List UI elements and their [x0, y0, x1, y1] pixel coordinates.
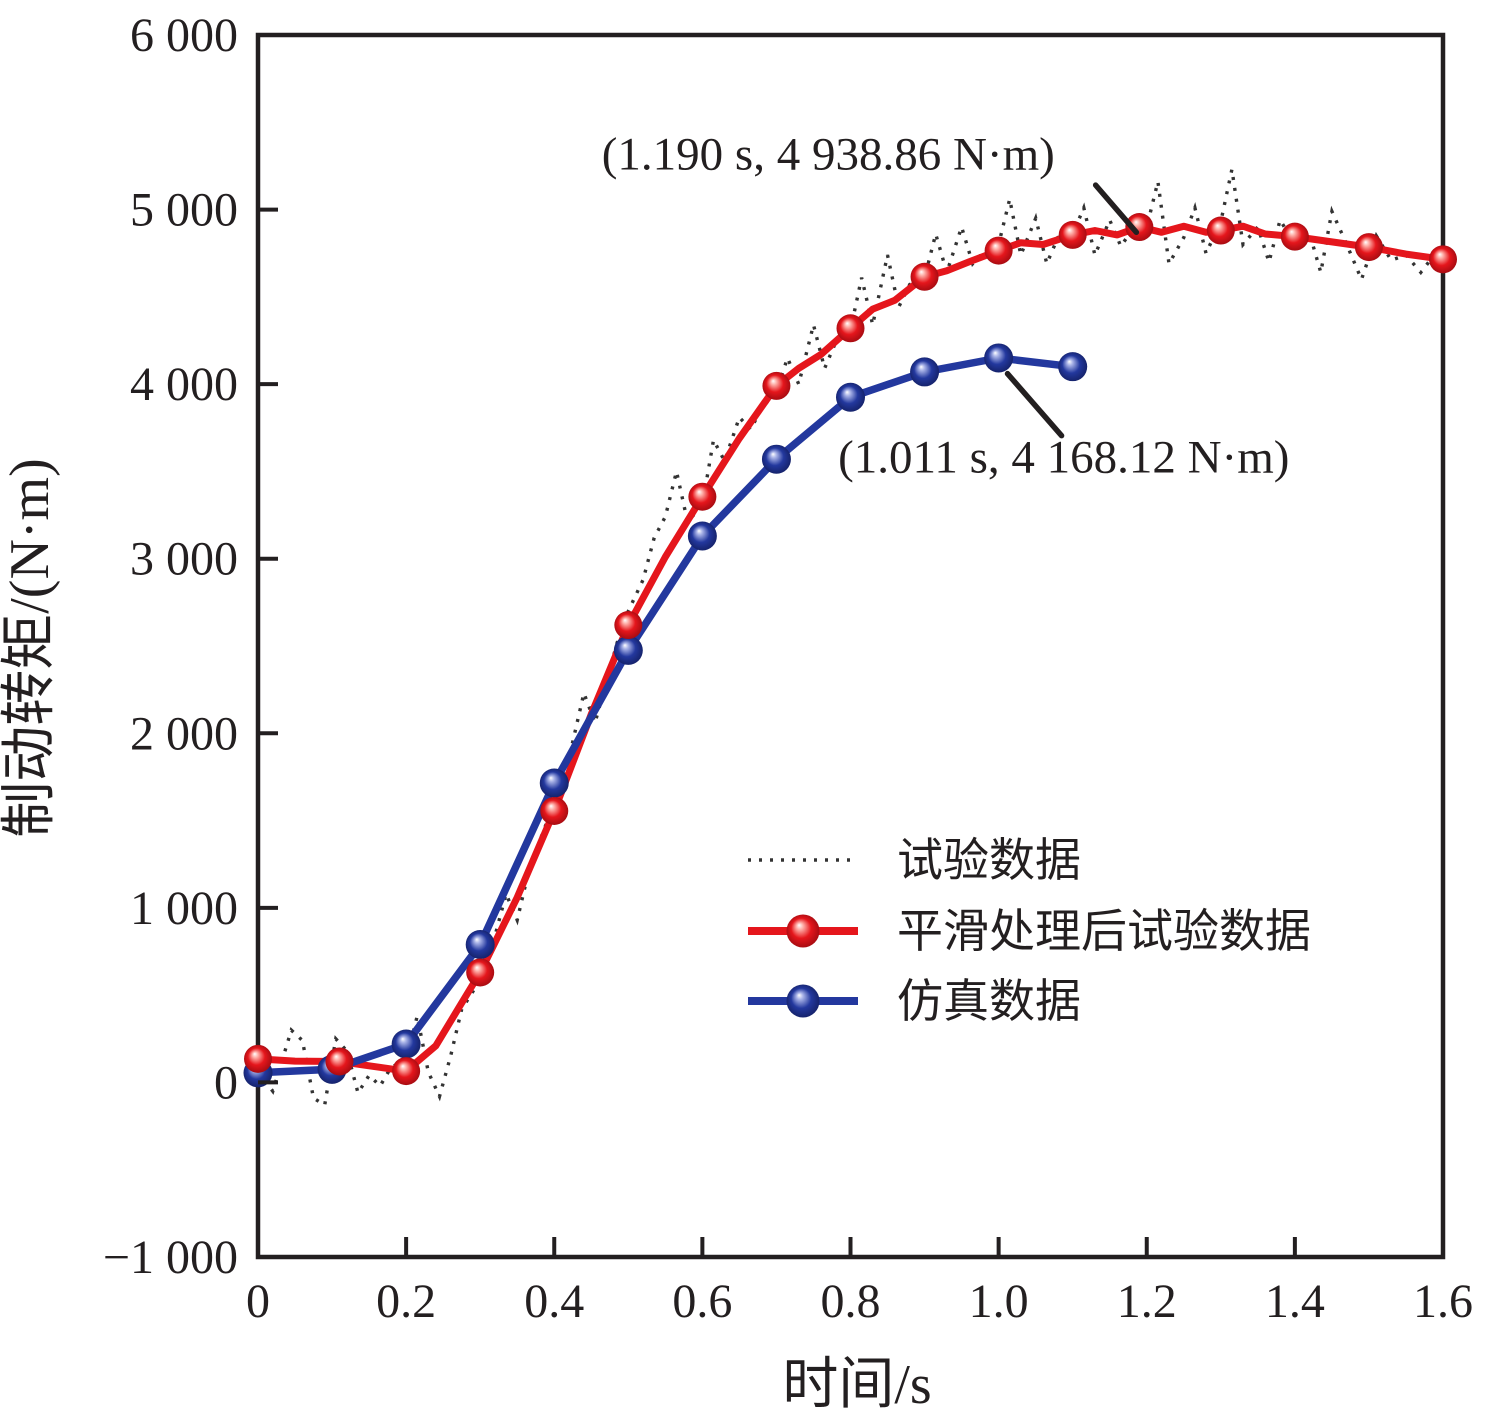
simulation-data-point [984, 343, 1014, 373]
smoothed-data-point [984, 236, 1013, 265]
simulation-data-point [761, 444, 791, 474]
smoothed-data-point [836, 314, 865, 343]
x-tick-label: 0.2 [376, 1275, 436, 1328]
y-tick-label: 3 000 [130, 533, 238, 586]
simulation-data-point [391, 1029, 421, 1059]
x-tick-label: 0.4 [524, 1275, 584, 1328]
series-layer [243, 169, 1457, 1108]
smoothed-data-point [244, 1044, 272, 1073]
legend-marker-swatch [786, 914, 820, 948]
legend-item-smoothed: 平滑处理后试验数据 [748, 906, 1311, 957]
y-tick-label: 4 000 [130, 358, 238, 411]
annotation-simulation-peak: (1.011 s, 4 168.12 N·m) [838, 370, 1289, 484]
x-tick-label: 0 [246, 1275, 270, 1328]
x-tick-label: 0.6 [672, 1275, 732, 1328]
y-tick-label: 6 000 [130, 9, 238, 62]
smoothed-data-point [392, 1057, 421, 1086]
annotation-smoothed-peak: (1.190 s, 4 938.86 N·m) [602, 129, 1140, 236]
simulation-data-point [910, 357, 940, 387]
x-tick-label: 1.4 [1265, 1275, 1325, 1328]
smoothed-data-point [1206, 216, 1235, 245]
smoothed-data-point [1058, 220, 1087, 249]
plot-border [255, 32, 1446, 1260]
legend-label: 平滑处理后试验数据 [897, 906, 1311, 957]
plot-frame [255, 32, 1446, 1260]
smoothed-data-point [762, 371, 791, 400]
smoothed-data-point [325, 1047, 354, 1076]
smoothed-data-point [688, 482, 717, 511]
smoothed-data-point [1429, 245, 1457, 274]
y-tick-label: 2 000 [130, 707, 238, 760]
y-tick-label: 1 000 [130, 882, 238, 935]
series-test-dotted-line [256, 169, 1445, 1108]
annotation-text: (1.011 s, 4 168.12 N·m) [838, 432, 1289, 484]
simulation-data-point [613, 635, 643, 665]
legend-label: 试验数据 [897, 835, 1081, 886]
x-axis-title: 时间/s [782, 1354, 931, 1416]
x-tick-label: 0.8 [821, 1275, 881, 1328]
legend-item-test: 试验数据 [748, 835, 1081, 886]
y-axis-title: 制动转矩/(N·m) [0, 458, 61, 838]
y-tick-label: 5 000 [130, 184, 238, 237]
smoothed-data-point [1280, 222, 1309, 251]
annotation-arrow [1092, 182, 1140, 236]
legend-marker-swatch [786, 984, 820, 1018]
smoothed-data-point [540, 796, 569, 825]
y-tick-label: 0 [214, 1056, 238, 1109]
smoothed-data-point [466, 958, 495, 987]
smoothed-data-point [1125, 213, 1154, 242]
simulation-data-point [465, 930, 495, 960]
simulation-data-point [539, 768, 569, 798]
legend-item-simulation: 仿真数据 [748, 976, 1081, 1027]
smoothed-data-point [910, 262, 939, 291]
simulation-data-point [1058, 352, 1088, 382]
simulation-data-point [836, 382, 865, 412]
x-tick-label: 1.0 [969, 1275, 1029, 1328]
annotations: (1.190 s, 4 938.86 N·m) (1.011 s, 4 168.1… [602, 129, 1290, 484]
smoothed-data-point [614, 611, 643, 640]
legend-label: 仿真数据 [897, 976, 1081, 1027]
simulation-data-point [687, 521, 717, 551]
y-tick-label: −1 000 [103, 1231, 238, 1284]
annotation-text: (1.190 s, 4 938.86 N·m) [602, 129, 1055, 181]
x-tick-label: 1.2 [1117, 1275, 1177, 1328]
smoothed-data-point [1354, 233, 1383, 262]
x-tick-label: 1.6 [1413, 1275, 1473, 1328]
annotation-arrow [1004, 370, 1065, 439]
